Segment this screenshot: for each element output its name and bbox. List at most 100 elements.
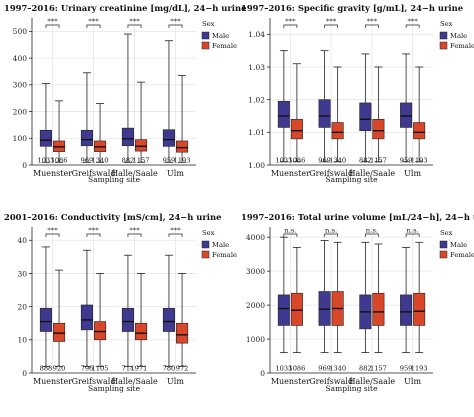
panel-d: 1997–2016: Total urine volume [mL/24−h],… (241, 212, 474, 393)
significance-bracket (127, 24, 142, 28)
significance-label: *** (170, 227, 181, 235)
legend-entry-label: Female (212, 42, 237, 50)
box-female (176, 140, 189, 153)
category-label: Muenster (33, 377, 72, 386)
box-male (359, 102, 372, 132)
legend-title: Sex (440, 229, 453, 237)
legend-entry-label: Male (212, 32, 229, 40)
count-label: 882 (122, 157, 135, 165)
count-label: 971 (135, 365, 148, 373)
category-label: Greifswald (309, 377, 353, 386)
count-label: 882 (359, 365, 372, 373)
significance-label: *** (326, 18, 337, 26)
box-female (135, 322, 148, 341)
legend: Sex Male Female (201, 229, 237, 259)
box-male (121, 307, 134, 332)
y-tick-label: 0 (260, 369, 265, 378)
legend-title: Sex (202, 229, 215, 237)
count-label: 1157 (370, 157, 387, 165)
box-male (400, 102, 413, 128)
legend-swatch-female (439, 250, 448, 259)
count-label: 1157 (370, 365, 387, 373)
count-label: 882 (359, 157, 372, 165)
count-label: 1033 (38, 157, 55, 165)
category-label: Muenster (271, 377, 310, 386)
box-male (162, 307, 175, 332)
category-label: Halle/Saale (111, 169, 158, 178)
legend-title: Sex (440, 20, 453, 28)
legend: Sex Male Female (439, 20, 474, 50)
box-male (318, 99, 331, 128)
significance-bracket (45, 233, 60, 237)
box-female (53, 322, 66, 342)
category-label: Greifswald (309, 169, 353, 178)
y-tick-label: 2000 (246, 301, 265, 310)
significance-bracket (168, 24, 183, 28)
panel-a-title: 1997–2016: Urinary creatinine [mg/dL], 2… (4, 3, 246, 13)
significance-bracket (86, 233, 101, 237)
count-label: 1033 (275, 157, 292, 165)
count-label: 714 (122, 365, 135, 373)
box-male (277, 294, 290, 326)
significance-label: n.s. (366, 227, 378, 235)
y-tick-label: 1.02 (248, 95, 265, 104)
count-label: 959 (163, 157, 176, 165)
count-label: 1340 (329, 365, 346, 373)
box-female (372, 292, 385, 326)
count-label: 1033 (275, 365, 292, 373)
category-label: Halle/Saale (349, 169, 396, 178)
count-label: 959 (400, 157, 413, 165)
y-tick-label: 1.01 (248, 128, 265, 137)
significance-label: n.s. (325, 227, 337, 235)
x-axis-label: Sampling site (88, 384, 141, 393)
significance-label: *** (88, 18, 99, 26)
count-label: 1086 (289, 365, 306, 373)
x-axis-label: Sampling site (325, 175, 378, 184)
significance-label: *** (129, 18, 140, 26)
y-tick-label: 10 (17, 336, 27, 345)
legend-entry-label: Male (450, 241, 467, 249)
significance-bracket (127, 233, 142, 237)
count-label: 780 (163, 365, 176, 373)
panel-d-title: 1997–2016: Total urine volume [mL/24−h],… (241, 212, 474, 222)
significance-bracket (365, 233, 379, 237)
y-tick-label: 1.00 (248, 161, 265, 170)
category-label: Halle/Saale (349, 377, 396, 386)
y-tick-label: 1.03 (248, 63, 265, 72)
significance-label: *** (285, 18, 296, 26)
significance-label: *** (367, 18, 378, 26)
category-label: Ulm (167, 377, 184, 386)
category-label: Muenster (33, 169, 72, 178)
box-male (39, 307, 52, 332)
category-label: Muenster (271, 169, 310, 178)
count-label: 1086 (289, 157, 306, 165)
significance-label: *** (47, 18, 58, 26)
y-tick-label: 1000 (246, 335, 265, 344)
count-label: 1193 (411, 365, 428, 373)
box-male (121, 127, 134, 147)
y-tick-label: 200 (13, 107, 28, 116)
legend-entry-label: Female (450, 251, 474, 259)
significance-label: *** (47, 227, 58, 235)
y-tick-label: 0 (22, 161, 27, 170)
box-female (135, 139, 148, 152)
count-label: 1105 (92, 365, 109, 373)
legend-swatch-male (439, 240, 448, 249)
significance-bracket (283, 24, 298, 28)
panel-c: 2001–2016: Conductivity [mS/cm], 24−h ur… (4, 212, 237, 393)
count-label: 1157 (133, 157, 150, 165)
legend-swatch-female (201, 250, 210, 259)
count-label: 1340 (92, 157, 109, 165)
y-tick-label: 500 (13, 27, 28, 36)
box-female (413, 292, 426, 326)
y-tick-label: 30 (17, 269, 27, 278)
panel-b: 1997–2016: Specific gravity [g/mL], 24−h… (241, 3, 474, 184)
legend: Sex Male Female (201, 20, 237, 50)
box-female (176, 322, 189, 344)
legend: Sex Male Female (439, 229, 474, 259)
box-male (39, 129, 52, 147)
category-label: Halle/Saale (111, 377, 158, 386)
y-tick-label: 3000 (246, 267, 265, 276)
box-female (94, 321, 107, 341)
y-tick-label: 20 (17, 302, 27, 311)
